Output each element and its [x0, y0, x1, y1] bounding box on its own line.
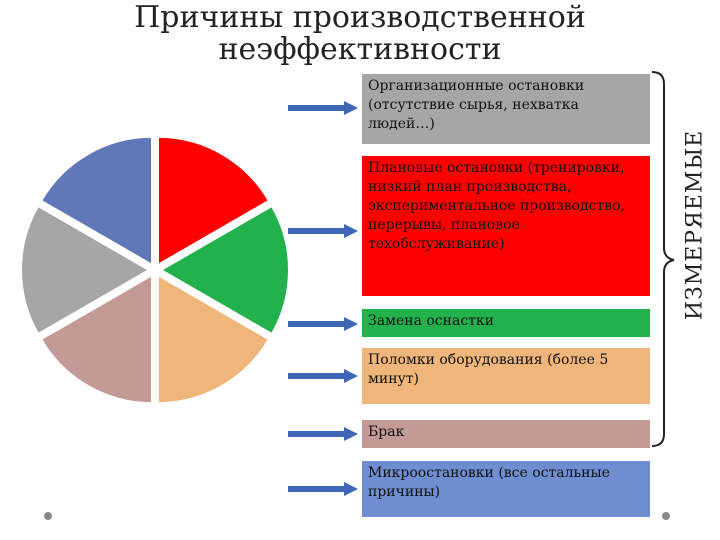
arrow-icon	[288, 224, 358, 238]
page-title: Причины производственной неэффективности	[120, 2, 600, 66]
measurable-label: ИЗМЕРЯЕМЫЕ	[677, 80, 713, 370]
cause-text: Микроостановки (все остальные причины)	[368, 465, 610, 500]
causes-pie	[20, 135, 290, 405]
cause-organizational-stops: Организационные остановки (отсутствие сы…	[362, 74, 650, 144]
arrow-icon	[288, 369, 358, 383]
cause-text: Замена оснастки	[368, 313, 494, 329]
arrow-icon	[288, 317, 358, 331]
decorative-dot	[662, 512, 670, 520]
pie-slice-organizational	[20, 204, 152, 336]
title-line-1: Причины производственной	[134, 0, 586, 35]
title-line-2: неэффективности	[218, 32, 502, 67]
pie-slice-tooling	[159, 204, 290, 336]
cause-text: Брак	[368, 424, 405, 440]
pie-slice-planned	[157, 135, 271, 267]
cause-defects: Брак	[362, 420, 650, 448]
pie-slice-microstops	[39, 135, 153, 267]
cause-tooling-change: Замена оснастки	[362, 309, 650, 337]
arrow-icon	[288, 482, 358, 496]
measurable-label-text: ИЗМЕРЯЕМЫЕ	[682, 129, 708, 321]
cause-equipment-breakdowns: Поломки оборудования (более 5 минут)	[362, 348, 650, 404]
cause-planned-stops: Плановые остановки (тренировки, низкий п…	[362, 156, 650, 296]
decorative-dot	[44, 512, 52, 520]
pie-slice-breakdowns	[157, 273, 271, 405]
pie-slice-defects	[39, 273, 153, 405]
cause-text: Поломки оборудования (более 5 минут)	[368, 352, 609, 387]
cause-microstops: Микроостановки (все остальные причины)	[362, 461, 650, 517]
arrow-icon	[288, 427, 358, 441]
measurable-brace	[651, 71, 675, 447]
cause-text: Организационные остановки (отсутствие сы…	[368, 78, 585, 132]
cause-text: Плановые остановки (тренировки, низкий п…	[368, 160, 625, 252]
arrow-icon	[288, 101, 358, 115]
